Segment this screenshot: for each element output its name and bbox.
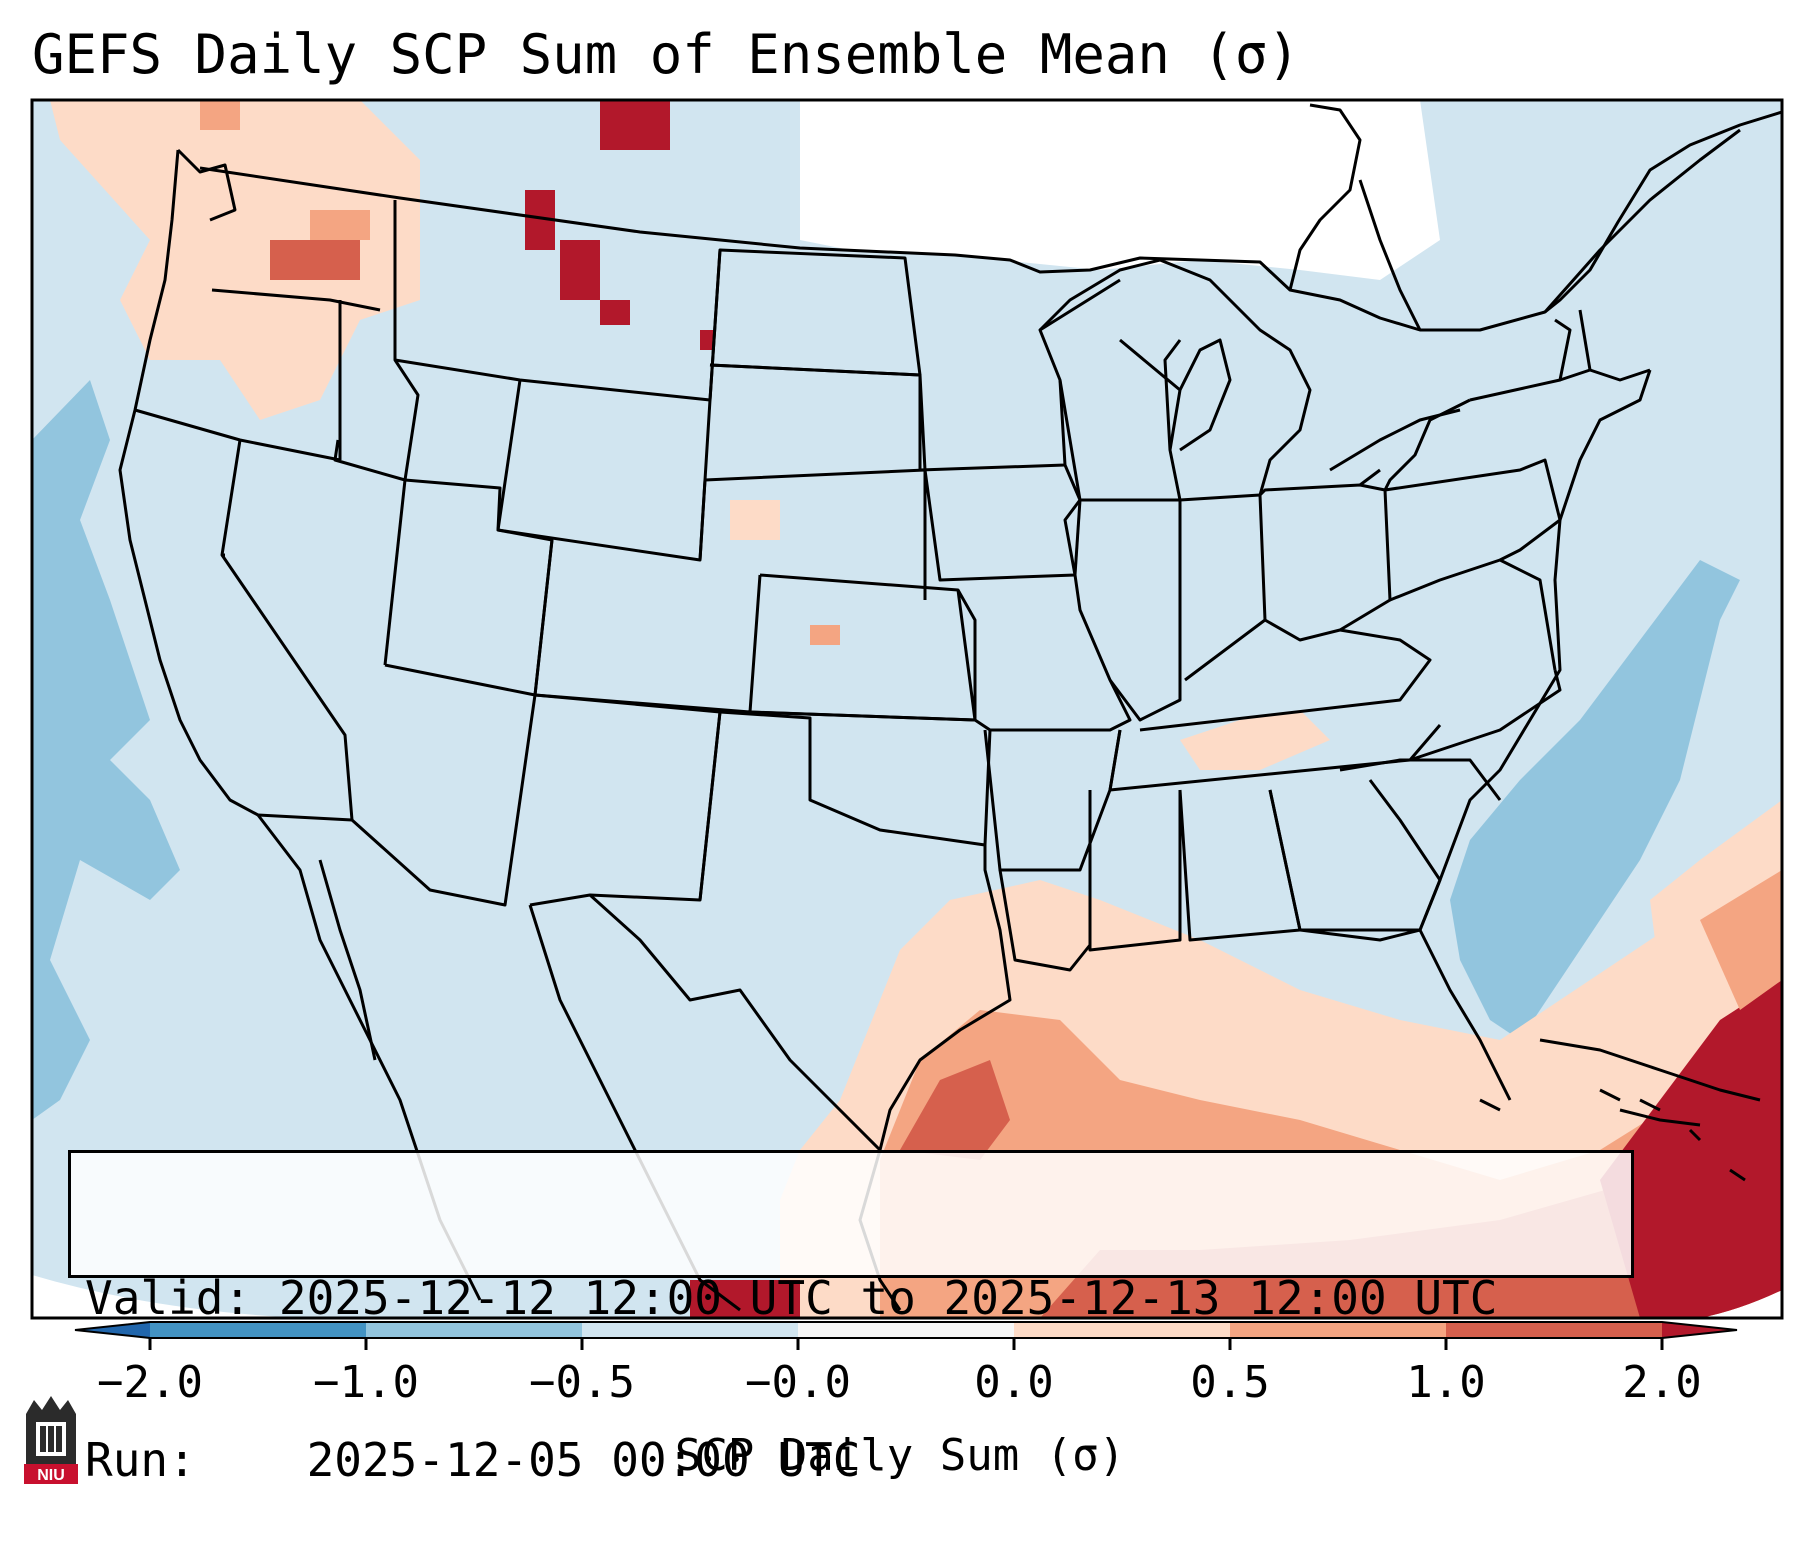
logo-text: NIU	[37, 1467, 65, 1484]
pnw-mid	[310, 210, 370, 240]
colorbar-label: SCP Daily Sum (σ)	[674, 1430, 1126, 1481]
niu-logo-icon: NIU	[24, 1396, 78, 1484]
canada-border	[199, 110, 1782, 332]
pacific-low	[32, 380, 180, 1120]
valid-row: Valid: 2025-12-12 12:00 UTC to 2025-12-1…	[85, 1271, 1617, 1325]
run-value: 2025-12-05 00:00 UTC	[306, 1433, 861, 1487]
caribbean-max	[1600, 980, 1782, 1318]
scp-map	[30, 98, 1784, 1320]
cb-tick-label: 0.0	[974, 1357, 1054, 1408]
state-boundaries	[118, 103, 1782, 1312]
atlantic-mid	[1700, 870, 1782, 1010]
east-coast	[1438, 369, 1652, 881]
cuba	[1539, 1038, 1761, 1102]
cb-tick-label: −0.5	[529, 1357, 635, 1408]
map-title: GEFS Daily SCP Sum of Ensemble Mean (σ)	[32, 23, 1300, 86]
map-frame	[30, 98, 1784, 1320]
cb-tick-label: 0.5	[1190, 1357, 1270, 1408]
cb-tick-label: −1.0	[313, 1357, 419, 1408]
run-row: Run: 2025-12-05 00:00 UTC	[85, 1433, 1617, 1487]
ks-pos	[810, 625, 840, 645]
run-label: Run:	[85, 1433, 196, 1487]
atlantic-pos	[1650, 800, 1782, 980]
cb-tick-label: −0.0	[745, 1357, 851, 1408]
pnw-mid2	[200, 100, 240, 130]
mt-hot4	[600, 100, 670, 150]
valid-run-box: Valid: 2025-12-12 12:00 UTC to 2025-12-1…	[68, 1150, 1634, 1487]
blank-canada	[800, 100, 1440, 280]
ne-pos	[730, 500, 780, 540]
cb-tick-label: 2.0	[1622, 1357, 1702, 1408]
gulf-hot	[900, 1060, 1010, 1160]
cb-tick-label: −2.0	[97, 1357, 203, 1408]
cb-tick-label: 1.0	[1406, 1357, 1486, 1408]
valid-value: 2025-12-12 12:00 UTC to 2025-12-13 12:00…	[278, 1271, 1498, 1325]
valid-label: Valid:	[85, 1271, 252, 1325]
pnw-hot	[270, 240, 360, 280]
mt-hot3	[600, 300, 630, 325]
pnw-pos	[50, 100, 420, 420]
west-coast	[118, 149, 259, 817]
lower-left-corner	[32, 1275, 300, 1318]
atlantic-low	[1450, 560, 1740, 1040]
great-lakes	[1038, 258, 1312, 496]
mt-hot2	[560, 240, 600, 300]
mt-hot5	[700, 330, 715, 350]
tn-pos	[1180, 710, 1330, 770]
